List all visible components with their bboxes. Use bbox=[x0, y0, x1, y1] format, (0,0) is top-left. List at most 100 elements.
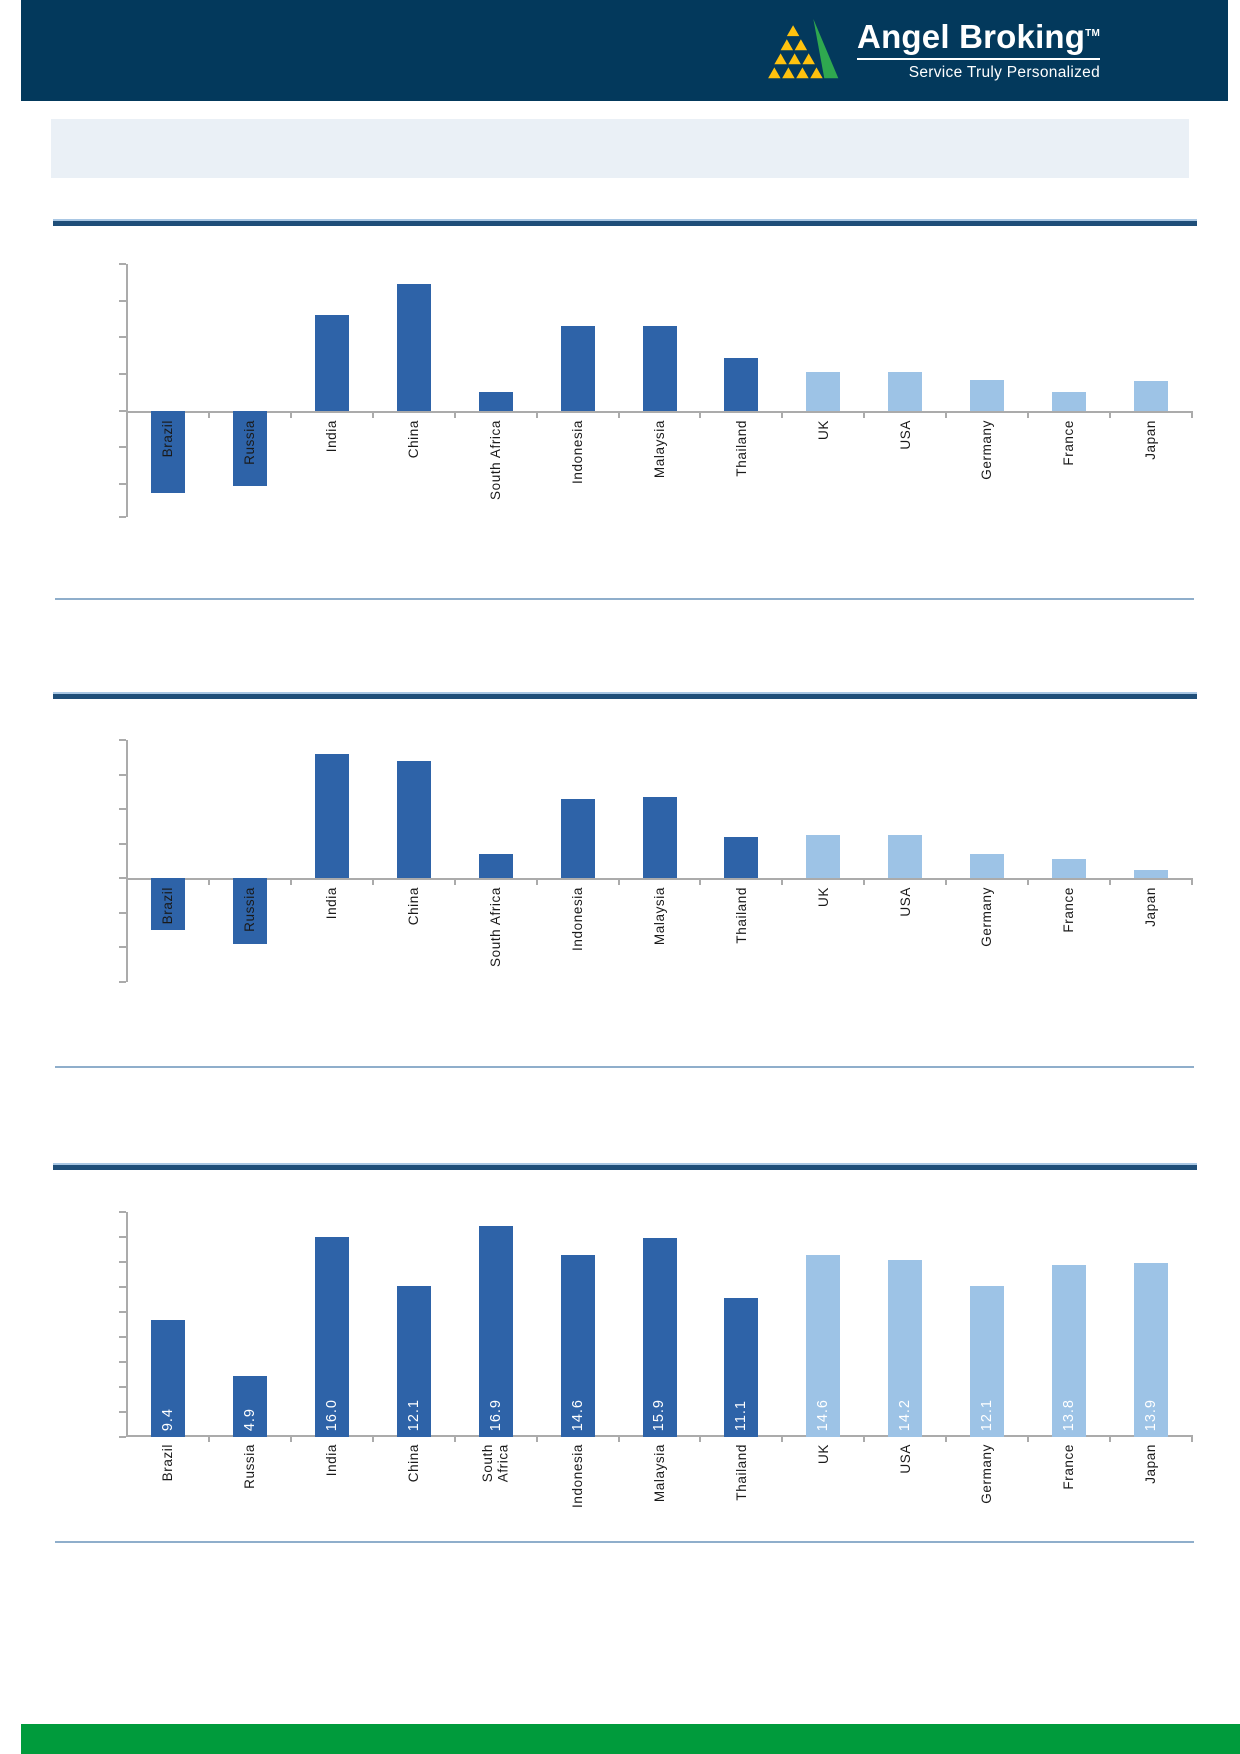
category-label: Indonesia bbox=[537, 887, 619, 951]
bar-malaysia bbox=[642, 1238, 677, 1437]
x-axis-tick bbox=[371, 878, 374, 886]
value-label: 13.9 bbox=[1110, 1373, 1192, 1431]
category-label: South Africa bbox=[455, 420, 537, 500]
section-1-bottom-rule bbox=[55, 598, 1194, 600]
x-axis-tick bbox=[781, 878, 784, 886]
y-axis-tick bbox=[119, 842, 126, 845]
category-label-text: South Africa bbox=[480, 1444, 511, 1483]
value-label: 14.6 bbox=[537, 1373, 619, 1431]
value-label: 14.2 bbox=[864, 1373, 946, 1431]
category-label-text: Brazil bbox=[160, 887, 176, 925]
bar-malaysia bbox=[642, 797, 677, 879]
x-axis-tick bbox=[617, 410, 620, 418]
y-axis-tick bbox=[119, 409, 126, 412]
category-label: Thailand bbox=[700, 887, 782, 944]
value-label-text: 14.2 bbox=[897, 1398, 914, 1431]
value-label-text: 15.9 bbox=[651, 1398, 668, 1431]
y-axis-tick bbox=[119, 911, 126, 914]
value-label: 16.9 bbox=[455, 1373, 537, 1431]
bar-chart-1: Brazil Russia India China South Africa Indone… bbox=[119, 263, 1193, 518]
x-axis-tick bbox=[617, 1435, 620, 1442]
y-axis-tick bbox=[119, 877, 126, 880]
y-axis-tick bbox=[119, 373, 126, 375]
y-axis-tick bbox=[119, 773, 126, 776]
x-axis-tick bbox=[207, 1435, 210, 1442]
bar-russia bbox=[232, 878, 267, 944]
category-label: Germany bbox=[946, 887, 1028, 947]
category-label: UK bbox=[782, 887, 864, 907]
x-axis-tick bbox=[289, 1435, 292, 1442]
category-label-text: Malaysia bbox=[651, 1444, 667, 1503]
category-label-text: India bbox=[324, 887, 340, 920]
y-axis-tick bbox=[119, 1411, 126, 1413]
footer-band bbox=[21, 1724, 1240, 1754]
y-axis-tick bbox=[119, 446, 126, 449]
x-axis-tick bbox=[453, 410, 456, 418]
x-axis-tick bbox=[535, 410, 538, 418]
bar-china bbox=[396, 284, 431, 411]
bar-russia bbox=[232, 1375, 267, 1437]
x-axis-tick bbox=[699, 410, 702, 418]
category-label-text: UK bbox=[815, 419, 831, 440]
bar-usa bbox=[888, 372, 923, 411]
bar-india bbox=[314, 315, 349, 411]
category-label: Brazil bbox=[127, 1444, 209, 1481]
x-axis-tick bbox=[1027, 410, 1030, 418]
category-label-text: Japan bbox=[1143, 1444, 1159, 1484]
category-label: UK bbox=[782, 420, 864, 440]
category-label-text: Indonesia bbox=[569, 1444, 585, 1508]
category-label-text: Brazil bbox=[160, 1444, 176, 1482]
category-label-text: Germany bbox=[979, 1444, 995, 1504]
bar-russia bbox=[232, 410, 267, 486]
category-label: India bbox=[291, 1444, 373, 1476]
bar-chart-2: Brazil Russia India China South Africa Indone… bbox=[119, 739, 1193, 983]
value-label-text: 12.1 bbox=[979, 1398, 996, 1431]
bar-thailand bbox=[724, 836, 759, 879]
brand-tagline: Service Truly Personalized bbox=[908, 63, 1100, 81]
brand-underline bbox=[857, 57, 1100, 60]
section-2-heading-rule bbox=[53, 692, 1197, 699]
value-label: 4.9 bbox=[209, 1373, 291, 1431]
bar-uk bbox=[806, 1254, 841, 1437]
y-axis-tick bbox=[119, 1336, 126, 1338]
title-banner bbox=[51, 119, 1189, 178]
x-axis-tick bbox=[945, 410, 948, 418]
x-axis-tick bbox=[945, 1435, 948, 1442]
category-label: France bbox=[1028, 420, 1110, 466]
x-axis-tick bbox=[1191, 1435, 1193, 1442]
bar-germany bbox=[970, 379, 1005, 411]
category-label-text: Indonesia bbox=[569, 419, 585, 484]
value-label: 12.1 bbox=[946, 1373, 1028, 1431]
bar-china bbox=[396, 1285, 431, 1437]
brand-text: Angel BrokingTM Service Truly Personaliz… bbox=[857, 20, 1100, 82]
category-label: China bbox=[373, 887, 455, 925]
brand-name: Angel BrokingTM bbox=[857, 17, 1100, 55]
value-label-text: 12.1 bbox=[405, 1398, 422, 1431]
y-axis-end-tick bbox=[119, 1436, 126, 1438]
bar-brazil bbox=[150, 878, 185, 931]
x-axis-tick bbox=[289, 878, 292, 886]
x-axis-tick bbox=[207, 878, 210, 886]
x-axis-tick bbox=[1027, 878, 1030, 886]
category-label-text: India bbox=[324, 1444, 340, 1477]
value-label: 13.8 bbox=[1028, 1373, 1110, 1431]
y-axis-tick bbox=[119, 1286, 126, 1288]
y-axis-tick bbox=[119, 739, 126, 741]
bar-japan bbox=[1134, 381, 1169, 411]
value-label: 15.9 bbox=[619, 1373, 701, 1431]
bar-china bbox=[396, 760, 431, 879]
category-label: Russia bbox=[209, 1444, 291, 1489]
y-axis bbox=[126, 740, 128, 982]
y-axis-tick bbox=[119, 336, 126, 339]
x-axis-tick bbox=[535, 1435, 538, 1442]
category-label-text: France bbox=[1061, 1444, 1077, 1490]
category-label: Germany bbox=[946, 420, 1028, 480]
value-label-text: 13.8 bbox=[1061, 1398, 1078, 1431]
section-2-bottom-rule bbox=[55, 1066, 1194, 1068]
y-axis-tick bbox=[119, 946, 126, 949]
category-label-text: France bbox=[1061, 887, 1077, 933]
category-label-text: Malaysia bbox=[651, 419, 667, 478]
category-label: China bbox=[373, 1444, 455, 1482]
category-label-text: China bbox=[405, 887, 421, 926]
